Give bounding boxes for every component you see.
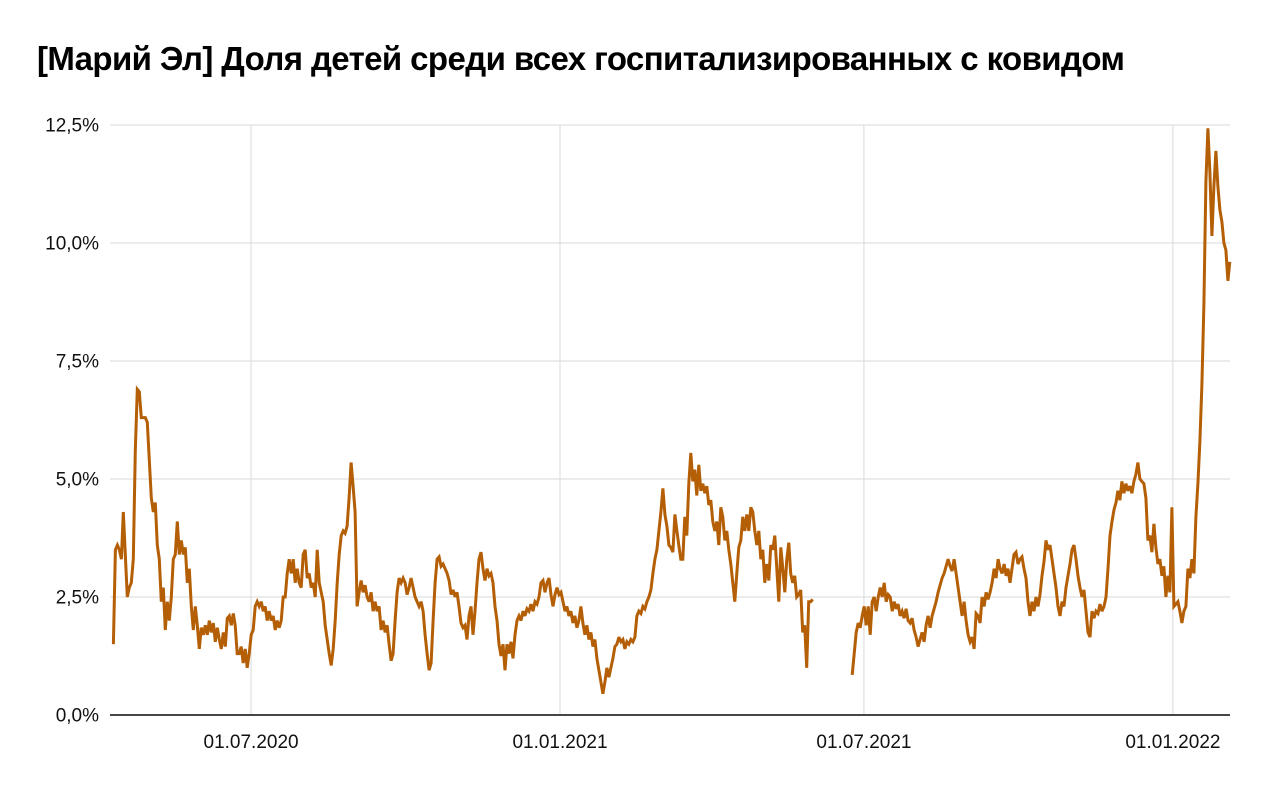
chart-title: [Марий Эл] Доля детей среди всех госпита… [37, 40, 1125, 77]
x-tick-label: 01.07.2021 [816, 732, 911, 753]
y-tick-label: 10,0% [45, 234, 99, 255]
y-tick-label: 2,5% [56, 588, 99, 609]
y-tick-label: 5,0% [56, 470, 99, 491]
y-tick-label: 0,0% [56, 706, 99, 727]
data-line-segment-2 [850, 128, 1232, 676]
x-tick-label: 01.01.2022 [1125, 732, 1220, 753]
y-tick-label: 12,5% [45, 116, 99, 137]
x-tick-label: 01.07.2020 [204, 732, 299, 753]
x-tick-label: 01.01.2021 [512, 732, 607, 753]
data-line-segment-1 [111, 385, 814, 695]
y-tick-label: 7,5% [56, 352, 99, 373]
